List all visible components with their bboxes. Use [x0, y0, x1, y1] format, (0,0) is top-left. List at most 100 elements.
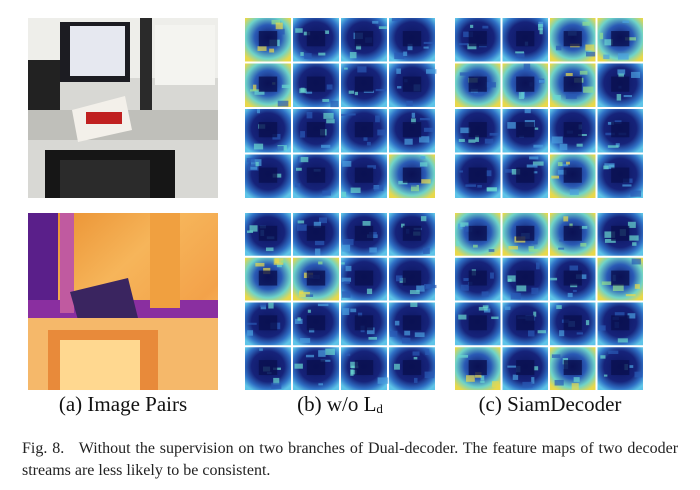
activation: [366, 288, 373, 295]
activation: [318, 52, 326, 56]
activation: [253, 143, 264, 150]
activation: [485, 170, 492, 177]
dark-region: [258, 76, 278, 92]
dark-region: [516, 225, 535, 241]
panel-label: (c) SiamDecoder: [478, 392, 622, 416]
activation: [482, 25, 489, 29]
activation: [416, 285, 425, 292]
activation: [554, 379, 564, 386]
activation: [320, 359, 331, 362]
activation: [538, 79, 545, 83]
activation: [425, 348, 430, 355]
activation: [345, 265, 352, 272]
activation: [557, 169, 567, 175]
dark-region: [563, 270, 582, 286]
activation: [631, 258, 641, 265]
dark-region: [306, 31, 326, 47]
activation: [375, 89, 387, 92]
activation: [569, 265, 579, 271]
activation: [569, 223, 573, 228]
activation: [343, 281, 351, 284]
activation: [559, 330, 565, 337]
activation: [396, 86, 402, 89]
activation: [616, 94, 622, 101]
activation: [605, 132, 615, 136]
feature-map-grid: [245, 18, 437, 198]
activation: [488, 249, 495, 252]
activation: [296, 224, 307, 231]
activation: [424, 371, 435, 379]
activation: [247, 330, 254, 336]
activation: [402, 337, 411, 344]
activation: [458, 314, 467, 320]
activation: [350, 361, 359, 368]
activation: [552, 95, 561, 101]
activation: [315, 248, 321, 256]
activation: [565, 73, 573, 77]
activation: [305, 90, 313, 94]
activation: [491, 316, 499, 320]
dark-region: [354, 31, 374, 47]
activation: [585, 44, 595, 51]
activation: [563, 216, 569, 222]
activation: [391, 18, 400, 22]
activation: [559, 143, 568, 151]
activation: [532, 238, 538, 245]
activation: [341, 191, 347, 197]
activation: [404, 330, 411, 336]
caption-text: Without the supervision on two branches …: [22, 440, 679, 479]
activation: [516, 52, 525, 58]
activation: [341, 277, 352, 282]
activation: [622, 184, 632, 187]
activation: [485, 82, 496, 88]
activation: [504, 306, 511, 310]
activation: [419, 117, 431, 121]
activation: [579, 225, 588, 229]
activation: [465, 184, 476, 187]
dark-region: [516, 31, 535, 47]
activation: [467, 43, 477, 50]
activation: [411, 118, 416, 124]
activation: [565, 93, 577, 99]
dark-region: [306, 167, 326, 183]
activation: [585, 51, 596, 57]
activation: [297, 220, 305, 224]
activation: [372, 20, 379, 24]
activation: [269, 48, 275, 53]
activation: [579, 70, 588, 75]
activation: [350, 308, 357, 313]
feature-map-grid: [245, 213, 437, 390]
dark-region: [258, 167, 278, 183]
dark-region: [402, 360, 422, 376]
activation: [528, 246, 534, 250]
activation: [539, 28, 543, 35]
dark-region: [402, 167, 422, 183]
dark-region: [611, 315, 630, 331]
dark-region: [258, 360, 278, 376]
activation: [607, 145, 619, 148]
activation: [623, 95, 632, 98]
dark-region: [611, 270, 630, 286]
activation: [348, 90, 355, 94]
dark-region: [306, 315, 326, 331]
activation: [399, 277, 406, 283]
activation: [341, 244, 351, 252]
dark-region: [354, 360, 374, 376]
figure-images: [28, 18, 643, 390]
activation: [368, 336, 377, 340]
dark-region: [258, 270, 278, 286]
activation: [366, 327, 375, 335]
activation: [247, 230, 254, 233]
activation: [625, 294, 636, 297]
activation: [550, 277, 558, 281]
activation: [558, 247, 565, 250]
activation: [318, 350, 326, 357]
activation: [259, 348, 263, 351]
activation: [477, 184, 482, 188]
dark-region: [611, 167, 630, 183]
activation: [463, 31, 474, 38]
activation: [625, 37, 636, 41]
activation: [342, 308, 350, 316]
activation: [299, 156, 309, 163]
activation: [628, 235, 639, 241]
